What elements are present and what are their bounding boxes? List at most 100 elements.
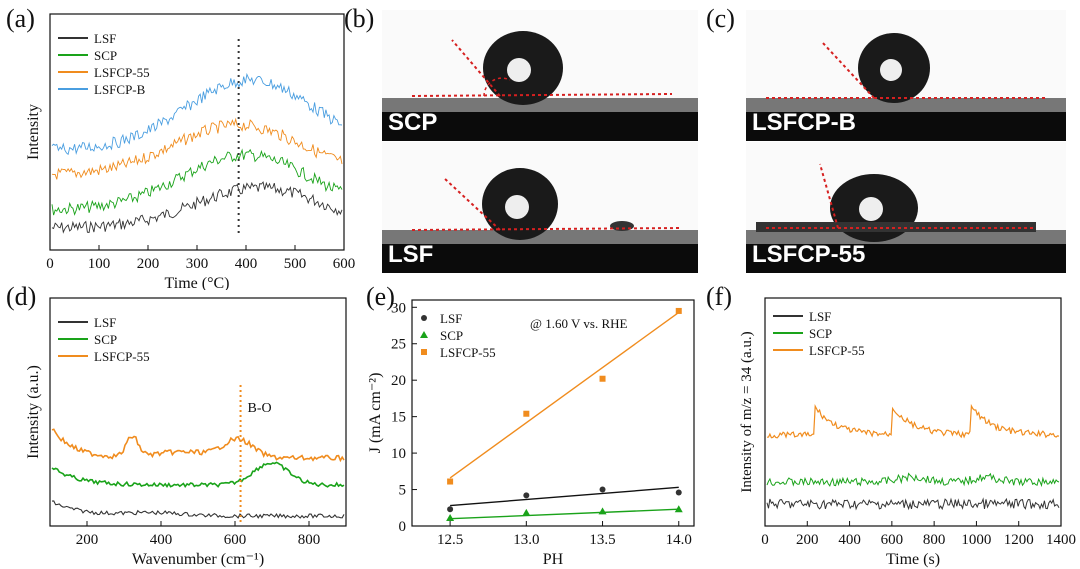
fit-line-lsfcp-55 (449, 311, 680, 479)
x-axis-label: Wavenumber (cm⁻¹) (132, 551, 264, 568)
photo-label: LSF (388, 241, 434, 268)
legend-marker (420, 331, 428, 338)
data-point (675, 489, 682, 496)
x-axis-label: PH (543, 551, 564, 568)
x-tick-label: 200 (137, 256, 160, 272)
x-tick-label: 200 (76, 532, 99, 548)
legend-entry: LSFCP-B (94, 82, 146, 97)
legend-marker (421, 349, 427, 355)
panel-label-d: (d) (6, 282, 37, 311)
y-tick-label: 25 (391, 337, 406, 353)
x-tick-label: 1200 (1004, 532, 1034, 548)
x-tick-label: 0 (761, 532, 769, 548)
chart-e: 0 5 10 15 20 25 30 12.5 13.0 13.5 14.0 @ 1.60 V vs.… (367, 299, 695, 568)
data-point (674, 505, 683, 513)
data-point (675, 307, 682, 314)
contact-angle-photo-lsfcp-55: LSFCP-55 (746, 142, 1066, 273)
x-tick-label: 400 (838, 532, 861, 548)
legend-entry: LSFCP-55 (809, 343, 865, 358)
y-tick-label: 10 (391, 446, 406, 462)
x-axis-label: Time (°C) (165, 275, 230, 290)
chart-d: B-O 200 400 600 800 Wavenumber (cm⁻¹) Intensit… (25, 297, 347, 568)
photo-label: LSFCP-B (752, 109, 856, 136)
annotation: @ 1.60 V vs. RHE (530, 316, 628, 331)
legend-entry: LSF (94, 31, 116, 46)
y-tick-label: 0 (399, 519, 407, 535)
x-tick-label: 13.0 (513, 532, 539, 548)
legend-entry: LSFCP-55 (440, 345, 496, 360)
legend-entry: LSF (440, 311, 462, 326)
x-tick-label: 14.0 (666, 532, 692, 548)
series-line-scp (51, 461, 345, 488)
series-line-lsfcp-55 (766, 403, 1060, 439)
data-point (599, 486, 606, 493)
x-tick-label: 13.5 (589, 532, 615, 548)
y-tick-label: 5 (399, 483, 407, 499)
chart-a: 0 100 200 300 400 500 600 Time (°C) Intensity LSF… (25, 13, 356, 290)
x-tick-label: 200 (796, 532, 819, 548)
data-point (447, 478, 454, 485)
x-tick-label: 500 (284, 256, 307, 272)
legend-entry: SCP (94, 48, 117, 63)
data-point (446, 513, 455, 521)
legend-entry: SCP (809, 326, 832, 341)
panel-label-e: (e) (366, 282, 395, 311)
photo-label: SCP (388, 109, 438, 136)
x-tick-label: 1400 (1046, 532, 1076, 548)
data-point (447, 506, 454, 513)
data-point (523, 492, 530, 499)
contact-angle-photo-scp: SCP (382, 10, 698, 141)
annotation-b-o: B-O (248, 401, 272, 416)
panel-label-b: (b) (344, 4, 375, 33)
y-tick-label: 20 (391, 373, 406, 389)
x-tick-label: 100 (88, 256, 111, 272)
x-tick-label: 300 (186, 256, 209, 272)
x-tick-label: 12.5 (437, 532, 463, 548)
y-tick-label: 15 (391, 410, 406, 426)
photo-label: LSFCP-55 (752, 241, 866, 268)
x-tick-label: 600 (224, 532, 247, 548)
contact-angle-photo-lsfcp-b: LSFCP-B (746, 10, 1066, 141)
data-point (599, 375, 606, 382)
droplet-image (382, 142, 698, 273)
fit-line-scp (450, 508, 679, 520)
legend-entry: LSF (809, 309, 831, 324)
y-axis-label: Intensity (a.u.) (25, 365, 42, 459)
data-point (598, 507, 607, 515)
series-line-lsf (51, 500, 345, 519)
legend-entry: LSF (94, 315, 116, 330)
x-tick-label: 600 (881, 532, 904, 548)
legend-marker (421, 315, 427, 321)
contact-angle-photo-lsf: LSF (382, 142, 698, 273)
y-axis-label: Intensity of m/z = 34 (a.u.) (739, 331, 755, 492)
legend-entry: SCP (94, 332, 117, 347)
data-point (522, 508, 531, 516)
series-line-scp (51, 148, 343, 216)
droplet-image (746, 10, 1066, 141)
x-tick-label: 600 (333, 256, 356, 272)
x-tick-label: 0 (46, 256, 54, 272)
series-line-lsf (766, 497, 1060, 511)
y-axis-label: Intensity (25, 104, 42, 160)
legend-entry: LSFCP-55 (94, 65, 150, 80)
y-axis-label: J (mA cm⁻²) (367, 373, 384, 454)
x-tick-label: 800 (923, 532, 946, 548)
x-axis-label: Time (s) (886, 551, 940, 568)
series-line-lsfcp-b (51, 72, 343, 156)
plot-frame (764, 297, 1062, 527)
y-tick-label: 30 (391, 300, 406, 316)
droplet-image (382, 10, 698, 141)
fit-line-lsf (450, 486, 679, 507)
panel-label-a: (a) (6, 4, 35, 33)
series-line-lsf (51, 181, 343, 234)
x-tick-label: 1000 (961, 532, 991, 548)
panel-label-c: (c) (706, 4, 735, 33)
x-tick-label: 800 (298, 532, 321, 548)
series-line-scp (766, 472, 1060, 488)
plot-frame (49, 297, 347, 527)
series-line-lsfcp-55 (51, 117, 343, 180)
chart-f: 0 200 400 600 800 1000 1200 1400 Time (s) Intensi… (739, 297, 1076, 568)
legend-entry: LSFCP-55 (94, 349, 150, 364)
x-tick-label: 400 (150, 532, 173, 548)
legend-entry: SCP (440, 328, 463, 343)
